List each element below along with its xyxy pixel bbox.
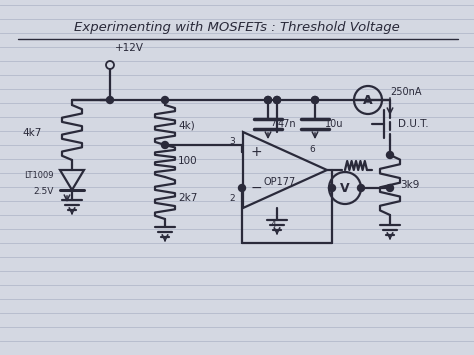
Circle shape	[264, 97, 272, 104]
Circle shape	[386, 152, 393, 158]
Circle shape	[162, 142, 168, 148]
Text: OP177: OP177	[264, 177, 296, 187]
Text: 7: 7	[270, 119, 276, 128]
Text: 4k): 4k)	[178, 120, 195, 130]
Circle shape	[107, 97, 113, 104]
Circle shape	[386, 185, 393, 191]
Text: −: −	[251, 181, 263, 195]
Text: D.U.T.: D.U.T.	[398, 119, 428, 129]
Text: V: V	[340, 181, 350, 195]
Circle shape	[162, 97, 168, 104]
Text: 2: 2	[229, 194, 235, 203]
Text: A: A	[363, 93, 373, 106]
Text: 3k9: 3k9	[400, 180, 419, 190]
Circle shape	[311, 97, 319, 104]
Circle shape	[357, 185, 365, 191]
Circle shape	[311, 97, 319, 104]
Text: +: +	[251, 145, 263, 159]
Text: 10u: 10u	[325, 119, 344, 129]
Text: 4k7: 4k7	[23, 127, 42, 137]
Circle shape	[273, 97, 281, 104]
Circle shape	[328, 185, 336, 191]
Text: 250nA: 250nA	[390, 87, 421, 97]
Circle shape	[238, 185, 246, 191]
Text: +12V: +12V	[115, 43, 144, 53]
Text: 2k7: 2k7	[178, 193, 197, 203]
Circle shape	[273, 97, 281, 104]
Text: Experimenting with MOSFETs : Threshold Voltage: Experimenting with MOSFETs : Threshold V…	[74, 22, 400, 34]
Text: LT1009: LT1009	[25, 170, 54, 180]
Text: 2.5V: 2.5V	[34, 186, 54, 196]
Text: 47n: 47n	[278, 119, 297, 129]
Text: 100: 100	[178, 156, 198, 166]
Text: 4: 4	[270, 220, 276, 229]
Circle shape	[264, 97, 272, 104]
Text: 6: 6	[309, 145, 315, 154]
Text: 3: 3	[229, 137, 235, 146]
